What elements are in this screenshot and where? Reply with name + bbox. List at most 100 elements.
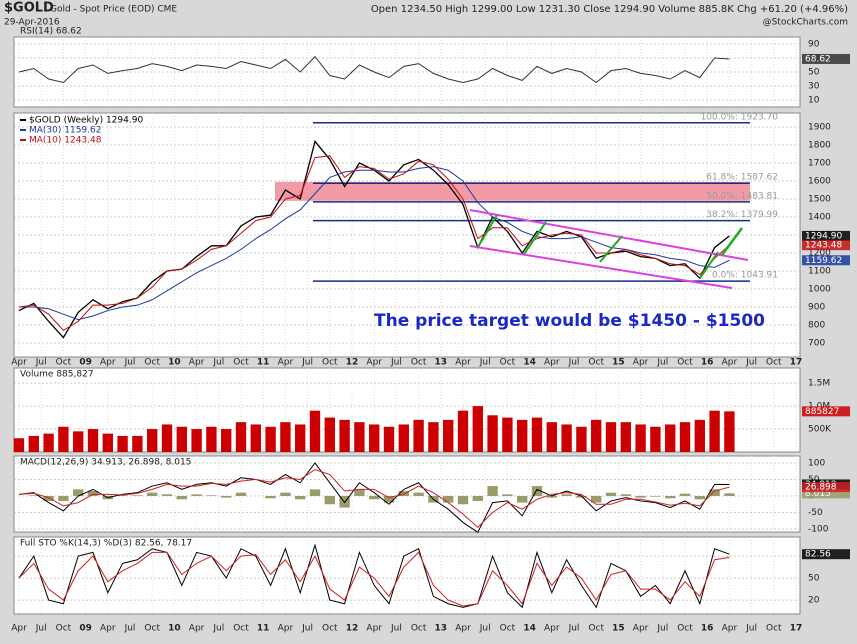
arrow [599,235,623,263]
bar [13,438,25,452]
bar [87,491,99,496]
x-tick-label: Apr [633,624,649,634]
legend-label: MA(30) 1159.62 [29,126,101,136]
value-tag-box [802,255,850,266]
bar [694,495,705,500]
x-tick-label: Apr [544,624,560,634]
x-tick-label: Apr [722,624,738,634]
bar [309,410,321,452]
bar [369,424,380,452]
x-tick-label: Jul [479,624,491,634]
arrow [523,221,547,255]
x-tick-label: Oct [500,358,516,368]
x-tick-label: 12 [346,358,359,368]
bar [147,492,158,496]
arrow [720,227,744,256]
x-tick-label: 10 [168,358,181,368]
bar [339,419,350,452]
bar [650,495,661,497]
x-tick-label: Apr [366,358,382,368]
y-tick-label: 100 [808,458,825,468]
x-tick-label: Apr [633,358,649,368]
bar [709,410,720,452]
y-tick-label: 1400 [808,213,831,223]
x-tick-label: Apr [11,624,27,634]
bar [665,424,676,452]
x-tick-label: Jul [301,358,313,368]
channel-upper [469,209,749,261]
x-tick-label: Jul [212,358,224,368]
bar [650,426,661,452]
y-tick-label: 1200 [808,248,831,258]
bar [561,494,572,496]
x-tick-label: Jul [35,624,47,634]
x-tick-label: Oct [144,624,160,634]
bar [324,417,335,452]
bar [428,422,439,452]
symbol: $GOLD [4,1,54,16]
bar [176,495,187,500]
bar [354,489,365,496]
bar [221,429,232,452]
x-tick-label: Jul [212,624,224,634]
x-tick-label: Oct [56,358,72,368]
value-tag-box [802,488,850,499]
bar [132,435,143,452]
bar [280,422,291,452]
bar [309,489,321,496]
series-line [18,55,730,84]
series-line [18,468,730,529]
bar [679,422,691,452]
panel-title: RSI(14) 68.62 [20,27,82,37]
value-tag-box [802,240,850,251]
bar [43,433,54,452]
bar [117,435,128,452]
y-tick-label: 1100 [808,266,831,276]
y-tick-label: 50 [808,68,820,78]
bar [295,495,306,500]
bar [132,495,143,496]
value-tag-box [802,406,850,417]
bar [531,417,543,452]
x-tick-label: Oct [322,358,338,368]
bar [709,489,720,496]
y-tick-label: 1500 [808,195,831,205]
x-tick-label: Jul [745,358,757,368]
x-tick-label: Oct [233,358,249,368]
series-line [18,543,730,609]
bar [295,424,306,452]
y-tick-label: 30 [808,82,820,92]
fib-label: 100.0%: 1923.70 [701,112,779,122]
x-tick-label: Jul [390,624,402,634]
x-tick-label: Apr [100,358,116,368]
y-tick-label: 1000 [808,284,831,294]
y-tick-label: 10 [808,96,820,106]
bar [591,419,602,452]
bar [531,486,543,496]
bar [443,419,454,452]
y-tick-label: 20 [808,596,820,606]
fib-label: 50.0%: 1483.81 [706,191,778,201]
fib-label: 38.2%: 1379.99 [706,210,778,220]
watermark: @StockCharts.com [763,18,848,28]
x-tick-label: Jul [35,358,47,368]
bar [73,431,84,452]
panel-title: MACD(12,26,9) 34.913, 26.898, 8.015 [20,458,191,468]
x-tick-label: Apr [100,624,116,634]
bar [413,419,424,452]
x-tick-label: Oct [233,624,249,634]
x-tick-label: 15 [612,358,625,368]
x-tick-label: Apr [722,358,738,368]
x-tick-label: Apr [366,624,382,634]
bar [487,415,498,452]
overlay [469,209,749,289]
bar [576,495,587,498]
series-line [18,551,730,607]
value-tag-box [802,549,850,560]
bar [635,495,646,498]
y-tick-label: -100 [808,525,829,535]
y-tick-label: 90 [808,40,820,50]
bar [457,495,469,505]
